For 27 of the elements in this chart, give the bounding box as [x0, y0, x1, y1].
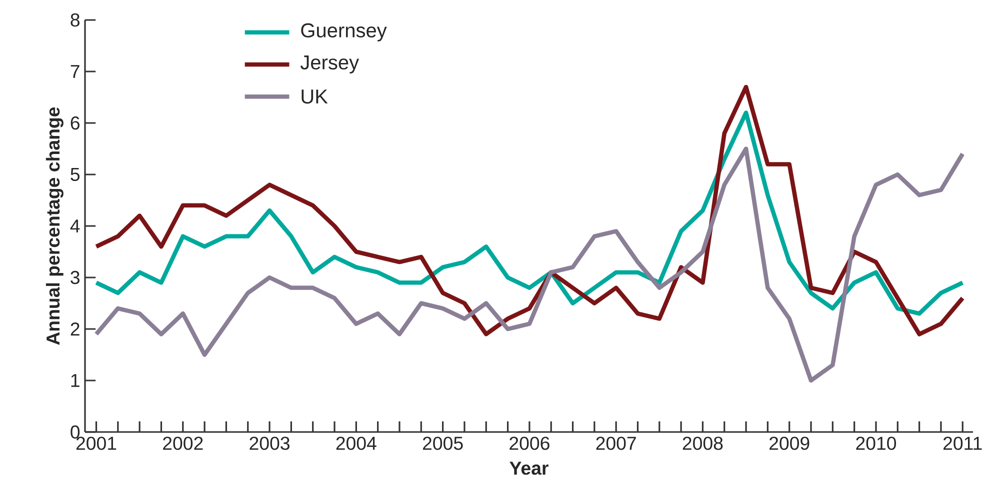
- y-tick-label: 1: [71, 374, 80, 387]
- x-axis-title: Year: [510, 462, 548, 475]
- line-series: [94, 146, 965, 383]
- y-tick-label: 6: [70, 116, 80, 130]
- x-tick-label: 2002: [163, 436, 203, 450]
- x-tick-label: 2010: [856, 436, 896, 450]
- y-tick-label: 3: [70, 270, 80, 284]
- x-tick-label: 2011: [943, 436, 982, 450]
- y-axis-title: Annual percentage change: [46, 107, 64, 345]
- x-tick-label: 2004: [336, 436, 376, 450]
- y-tick-label: 2: [70, 322, 80, 336]
- x-tick-label: 2008: [682, 436, 723, 450]
- line-series: [94, 110, 965, 316]
- x-tick-label: 2005: [422, 436, 463, 450]
- x-tick-label: 2006: [510, 436, 550, 450]
- legend-label: Guernsey: [301, 23, 387, 42]
- x-tick-label: 2001: [76, 436, 116, 450]
- x-tick-label: 2009: [770, 436, 810, 450]
- legend-label: UK: [302, 90, 328, 104]
- x-tick-label: 2007: [596, 436, 636, 450]
- x-tick-label: 2003: [250, 436, 290, 450]
- legend-label: Jersey: [300, 56, 360, 74]
- y-tick-label: 0: [70, 425, 80, 439]
- y-tick-label: 5: [70, 168, 80, 182]
- y-tick-label: 4: [70, 220, 80, 232]
- y-tick-label: 8: [70, 13, 80, 27]
- y-tick-label: 7: [70, 65, 80, 78]
